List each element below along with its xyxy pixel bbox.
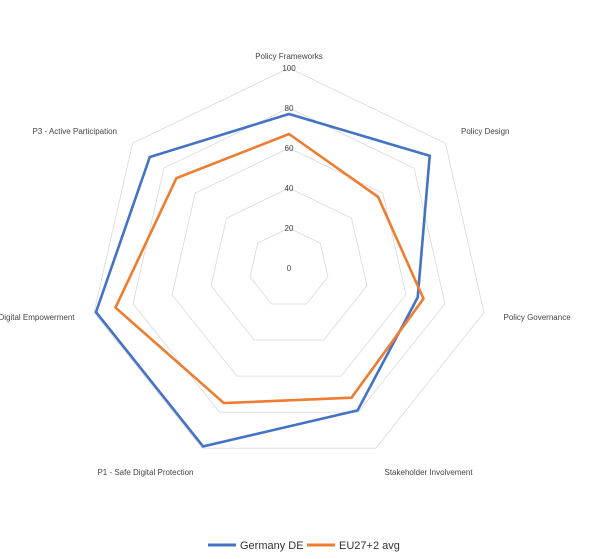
tick-label-0: 0 <box>287 264 292 273</box>
tick-label-60: 60 <box>285 144 294 153</box>
grid-ring-80 <box>132 107 446 413</box>
legend-item-0[interactable]: Germany DE <box>208 540 304 552</box>
grid-layer <box>93 67 485 449</box>
tick-label-80: 80 <box>285 104 294 113</box>
grid-ring-100 <box>93 67 485 449</box>
grid-ring-60 <box>171 147 407 377</box>
axis-label-3: Stakeholder Involvement <box>385 468 474 477</box>
series-line-1 <box>113 132 425 405</box>
axis-label-4: P1 - Safe Digital Protection <box>97 468 193 477</box>
legend-item-1[interactable]: EU27+2 avg <box>307 540 400 552</box>
series-layer <box>94 112 432 448</box>
axis-label-2: Policy Governance <box>504 313 572 322</box>
tick-label-20: 20 <box>285 224 294 233</box>
tick-label-layer: 0 20 40 60 80 100 <box>282 64 296 273</box>
axis-label-1: Policy Design <box>461 127 509 136</box>
axis-label-5: P2 - Digital Empowerment <box>0 313 75 322</box>
legend-label-0: Germany DE <box>240 540 304 552</box>
tick-label-100: 100 <box>282 64 296 73</box>
grid-ring-20 <box>249 227 329 305</box>
tick-label-40: 40 <box>285 184 294 193</box>
axis-label-0: Policy Frameworks <box>255 52 323 61</box>
axis-label-6: P3 - Active Participation <box>33 127 117 136</box>
legend-label-1: EU27+2 avg <box>339 540 400 552</box>
axis-label-layer: Policy Frameworks Policy Design Policy Gov… <box>0 52 571 477</box>
grid-ring-40 <box>210 187 368 341</box>
series-line-0 <box>94 112 432 448</box>
legend: Germany DE EU27+2 avg <box>208 540 400 552</box>
